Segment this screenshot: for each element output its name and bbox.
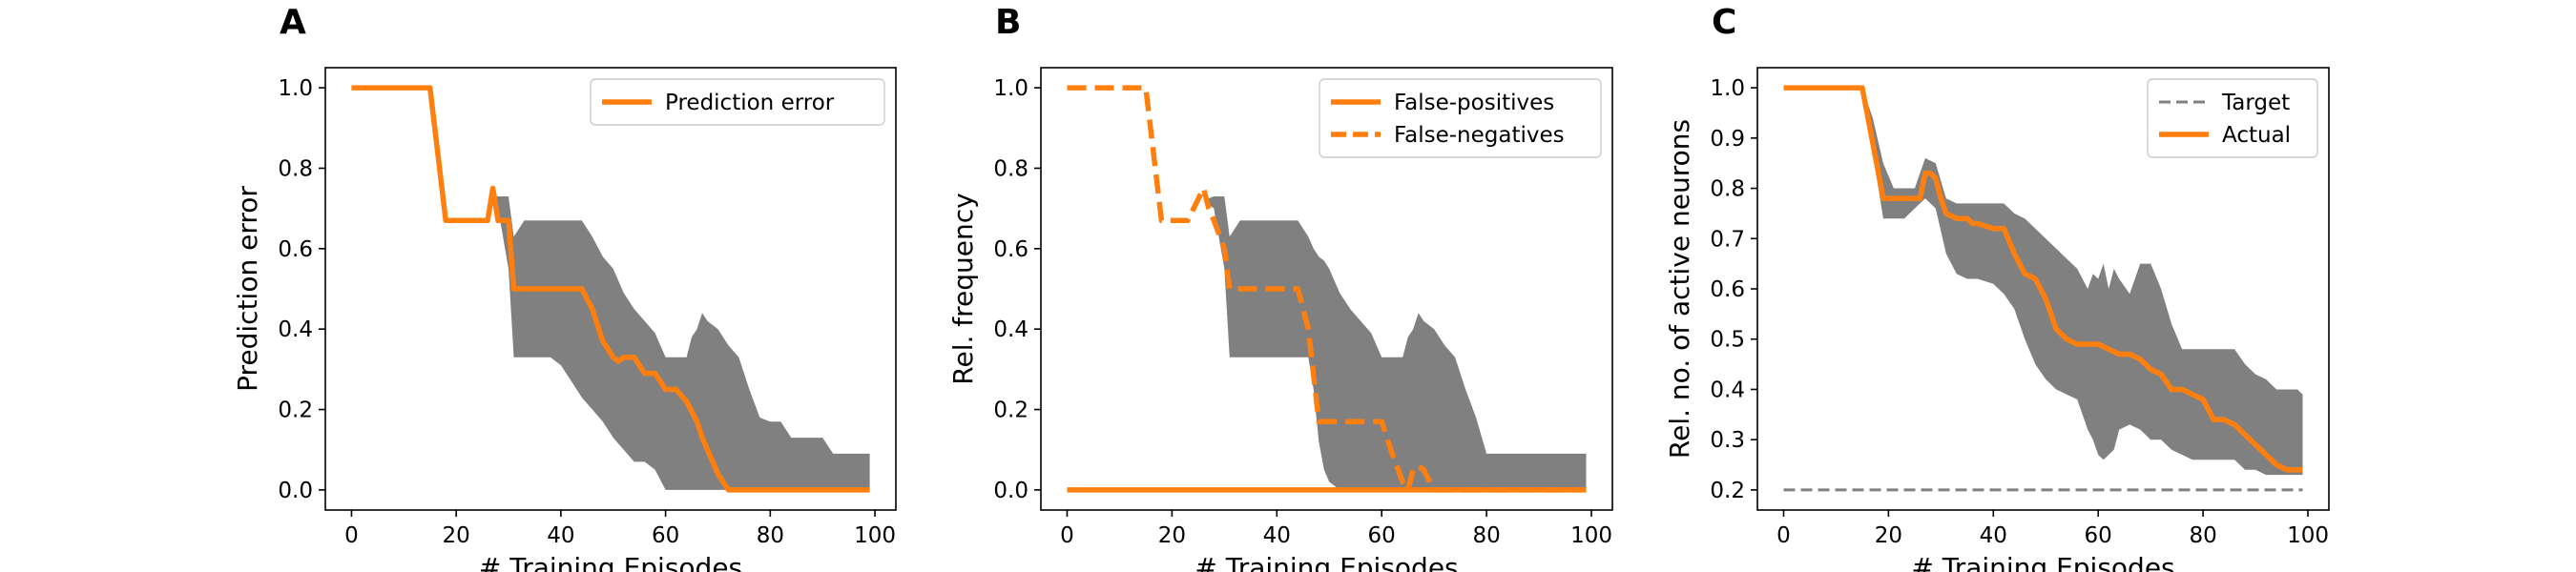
y-tick-label: 0.4 [1710, 378, 1745, 402]
chart-panel-b: B 0 20 40 60 80 100 0.0 0.2 0.4 0.6 0.8 1.0 # Trainin… [947, 3, 1613, 572]
y-tick-label: 1.0 [993, 76, 1028, 101]
legend-box [1319, 78, 1602, 158]
series-line-false-negatives [1067, 85, 1587, 493]
y-tick-label: 0.9 [1710, 127, 1745, 152]
y-tick-label: 0.7 [1710, 227, 1745, 252]
x-tick-label: 100 [1570, 523, 1612, 548]
y-tick-label: 0.8 [278, 156, 313, 181]
y-tick-label: 1.0 [278, 76, 313, 101]
y-axis-label: Rel. frequency [947, 193, 979, 384]
series-line-prediction-error [351, 85, 870, 493]
y-tick-label: 0.6 [993, 237, 1028, 262]
y-tick-label: 0.8 [993, 156, 1028, 181]
legend-label: False-negatives [1394, 123, 1565, 148]
panel-letter: B [995, 3, 1021, 42]
x-tick-label: 80 [1472, 523, 1500, 548]
x-tick-label: 80 [757, 523, 784, 548]
panel-letter: C [1712, 3, 1736, 42]
x-tick-label: 80 [2189, 523, 2216, 548]
legend-label: False-positives [1394, 91, 1554, 115]
x-tick-label: 40 [547, 523, 574, 548]
panel-letter: A [280, 3, 306, 42]
x-tick-label: 0 [344, 523, 359, 548]
y-tick-label: 0.8 [1710, 177, 1745, 202]
y-tick-label: 0.2 [1710, 479, 1745, 503]
y-tick-label: 0.6 [278, 237, 313, 262]
axes-frame [324, 67, 897, 511]
variance-band [1203, 196, 1587, 490]
x-tick-label: 60 [2085, 523, 2112, 548]
x-tick-label: 60 [1368, 523, 1396, 548]
y-tick-label: 1.0 [1710, 76, 1745, 101]
variance-band [1861, 88, 2303, 476]
x-tick-label: 40 [1980, 523, 2007, 548]
y-tick-label: 0.4 [993, 317, 1028, 342]
variance-band [488, 196, 870, 490]
x-tick-label: 0 [1776, 523, 1791, 548]
y-tick-label: 0.2 [993, 398, 1028, 423]
x-tick-label: 100 [2287, 523, 2329, 548]
y-tick-label: 0.6 [1710, 277, 1745, 302]
legend: Target Actual [2147, 78, 2318, 158]
y-tick-label: 0.4 [278, 317, 313, 342]
legend: Prediction error [590, 78, 885, 126]
x-tick-label: 100 [854, 523, 896, 548]
y-tick-label: 0.3 [1710, 428, 1745, 453]
axes-frame [1040, 67, 1613, 511]
x-tick-label: 20 [1158, 523, 1186, 548]
legend-label: Target [2221, 91, 2290, 115]
legend-label: Prediction error [665, 91, 835, 115]
x-tick-label: 40 [1263, 523, 1291, 548]
y-tick-label: 0.5 [1710, 328, 1745, 353]
x-tick-label: 0 [1060, 523, 1074, 548]
chart-panel-a: A 0 20 40 60 80 100 0.0 0.2 0.4 0.6 0.8 1.0 # Trainin… [232, 3, 897, 572]
legend-label: Actual [2222, 123, 2291, 148]
y-axis-label: Prediction error [232, 186, 263, 392]
x-tick-label: 20 [443, 523, 470, 548]
y-tick-label: 0.2 [278, 398, 313, 423]
x-axis-label: # Training Episodes [1195, 552, 1458, 572]
legend-box [2147, 78, 2318, 158]
x-tick-label: 20 [1875, 523, 1902, 548]
x-tick-label: 60 [652, 523, 679, 548]
y-tick-label: 0.0 [993, 479, 1028, 503]
y-axis-label: Rel. no. of active neurons [1664, 119, 1695, 459]
x-axis-label: # Training Episodes [1911, 552, 2174, 572]
y-tick-label: 0.0 [278, 479, 313, 503]
x-axis-label: # Training Episodes [479, 552, 742, 572]
series-line-actual [1783, 85, 2303, 473]
legend-box [590, 78, 885, 126]
legend: False-positives False-negatives [1319, 78, 1602, 158]
chart-panel-c: C 0 20 40 60 80 100 0.2 0.3 0.4 0.5 0.6 0.7 0.8 0.9 1.0… [1664, 3, 2330, 572]
